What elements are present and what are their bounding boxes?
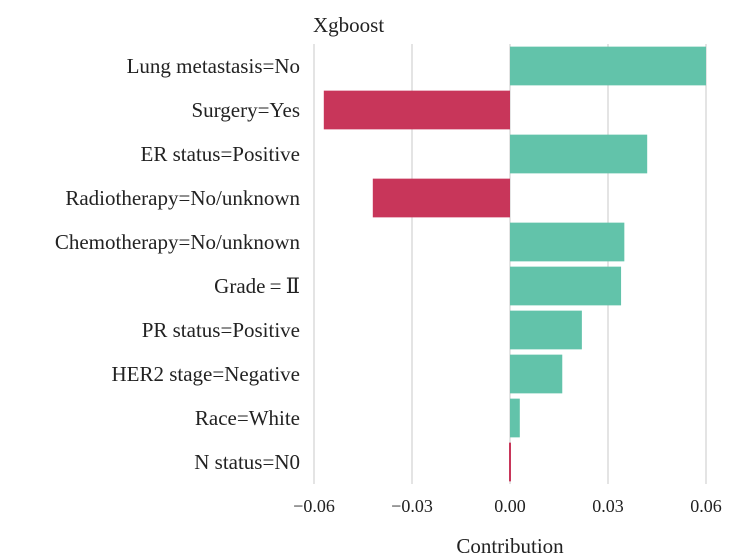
category-labels: Lung metastasis=No Surgery=Yes ER status=P… — [55, 54, 301, 474]
bar — [510, 310, 582, 350]
x-tick-label: −0.06 — [293, 496, 335, 516]
category-label: PR status=Positive — [142, 318, 300, 342]
x-axis-label: Contribution — [456, 534, 564, 558]
category-label: Chemotherapy=No/unknown — [55, 230, 301, 254]
bar — [323, 90, 510, 130]
category-label: N status=N0 — [194, 450, 300, 474]
bar — [510, 222, 625, 262]
category-label: Race=White — [195, 406, 300, 430]
category-label: HER2 stage=Negative — [111, 362, 300, 386]
x-tick-label: 0.03 — [592, 496, 624, 516]
bar — [510, 134, 648, 174]
bar — [510, 354, 563, 394]
category-label: Lung metastasis=No — [127, 54, 300, 78]
category-label: ER status=Positive — [141, 142, 300, 166]
category-label: Surgery=Yes — [191, 98, 300, 122]
bar — [372, 178, 510, 218]
bar — [509, 442, 511, 482]
category-label: Grade = Ⅱ — [214, 274, 300, 298]
bar — [510, 46, 706, 86]
category-label: Radiotherapy=No/unknown — [65, 186, 300, 210]
bars — [323, 46, 706, 482]
x-tick-labels: −0.06 −0.03 0.00 0.03 0.06 — [293, 496, 722, 516]
x-tick-label: −0.03 — [391, 496, 433, 516]
x-tick-label: 0.00 — [494, 496, 526, 516]
chart-title: Xgboost — [313, 13, 384, 37]
bar — [510, 398, 520, 438]
bar — [510, 266, 622, 306]
x-tick-label: 0.06 — [690, 496, 722, 516]
